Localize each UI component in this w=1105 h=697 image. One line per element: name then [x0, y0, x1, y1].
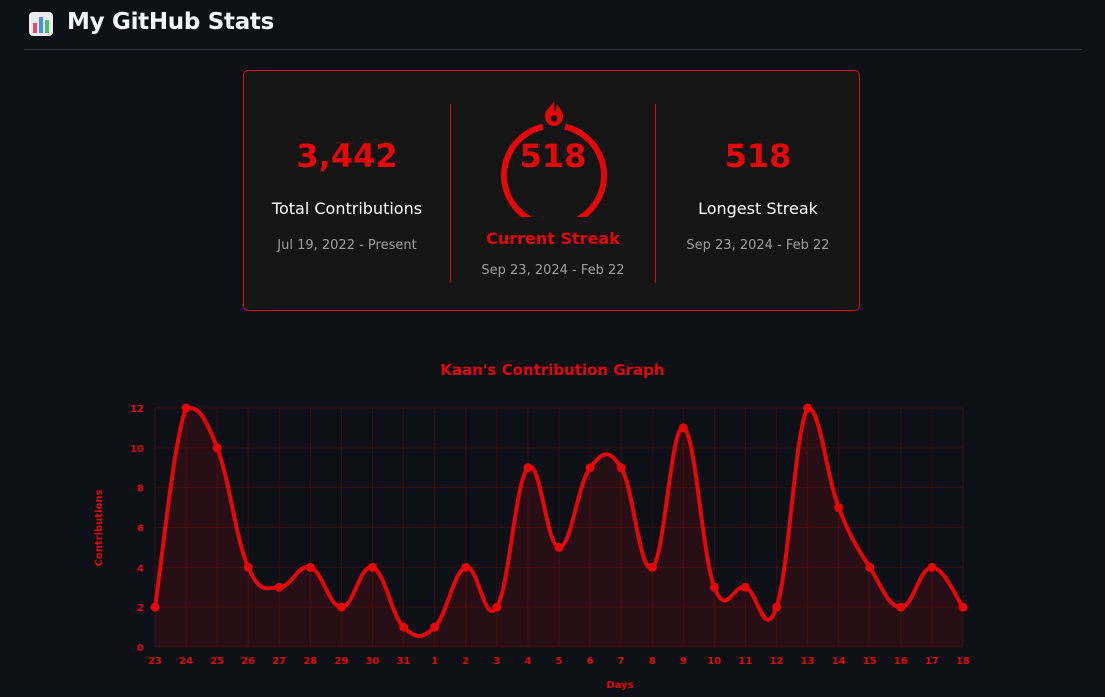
data-point [678, 423, 688, 433]
x-tick-label: 6 [587, 656, 594, 667]
x-axis-label: Days [606, 680, 633, 691]
data-point [181, 403, 191, 413]
data-point [492, 602, 502, 612]
data-point [865, 562, 875, 572]
data-point [927, 562, 937, 572]
y-axis-label: Contributions [94, 490, 105, 567]
y-tick-label: 10 [130, 444, 144, 455]
x-tick-label: 5 [556, 656, 563, 667]
y-tick-label: 2 [137, 603, 144, 614]
data-point [958, 602, 968, 612]
x-tick-label: 2 [462, 656, 469, 667]
x-tick-label: 14 [832, 656, 846, 667]
data-point [896, 602, 906, 612]
y-tick-label: 8 [137, 484, 144, 495]
stats-card: 3,442 Total Contributions Jul 19, 2022 -… [243, 70, 860, 311]
current-streak-range: Sep 23, 2024 - Feb 22 [481, 263, 625, 278]
x-tick-label: 26 [241, 656, 255, 667]
data-point [554, 542, 564, 552]
x-tick-label: 30 [366, 656, 380, 667]
data-point [336, 602, 346, 612]
data-point [243, 562, 253, 572]
longest-streak-value: 518 [724, 137, 792, 175]
x-tick-label: 17 [925, 656, 939, 667]
longest-streak-label: Longest Streak [698, 199, 818, 218]
x-tick-label: 3 [493, 656, 500, 667]
total-contributions-value: 3,442 [296, 137, 398, 175]
x-tick-label: 12 [770, 656, 784, 667]
x-tick-label: 24 [179, 656, 193, 667]
data-point [150, 602, 160, 612]
y-tick-label: 4 [137, 563, 144, 574]
data-point [772, 602, 782, 612]
data-point [461, 562, 471, 572]
chart-title: Kaan's Contribution Graph [440, 361, 665, 379]
y-tick-label: 12 [130, 404, 144, 415]
data-point [430, 622, 440, 632]
x-tick-label: 13 [801, 656, 815, 667]
x-tick-label: 15 [863, 656, 877, 667]
x-tick-label: 11 [739, 656, 753, 667]
data-point [834, 503, 844, 513]
longest-streak-range: Sep 23, 2024 - Feb 22 [686, 238, 830, 253]
fire-icon [545, 101, 563, 126]
x-tick-label: 28 [303, 656, 317, 667]
x-tick-label: 31 [397, 656, 411, 667]
data-point [616, 463, 626, 473]
bar-chart-icon [29, 12, 53, 36]
stats-divider [450, 104, 451, 283]
header: My GitHub Stats [24, 0, 1082, 50]
x-tick-label: 10 [707, 656, 721, 667]
data-point [585, 463, 595, 473]
x-tick-label: 18 [956, 656, 970, 667]
x-tick-label: 27 [272, 656, 286, 667]
data-point [399, 622, 409, 632]
stats-divider [655, 104, 656, 283]
x-tick-label: 1 [431, 656, 438, 667]
x-tick-label: 4 [524, 656, 531, 667]
x-tick-label: 9 [680, 656, 687, 667]
y-tick-label: 6 [137, 524, 144, 535]
y-tick-label: 0 [137, 643, 144, 654]
data-point [709, 582, 719, 592]
data-point [803, 403, 813, 413]
x-tick-label: 25 [210, 656, 224, 667]
data-point [305, 562, 315, 572]
data-point [647, 562, 657, 572]
x-tick-label: 7 [618, 656, 625, 667]
total-contributions-range: Jul 19, 2022 - Present [277, 238, 417, 253]
current-streak-value: 518 [519, 137, 587, 175]
x-tick-label: 16 [894, 656, 908, 667]
total-contributions-label: Total Contributions [271, 199, 423, 218]
data-point [523, 463, 533, 473]
data-point [212, 443, 222, 453]
x-tick-label: 29 [335, 656, 349, 667]
data-point [740, 582, 750, 592]
x-tick-label: 8 [649, 656, 656, 667]
current-streak-label: Current Streak [486, 229, 620, 248]
data-point [368, 562, 378, 572]
x-tick-label: 23 [148, 656, 162, 667]
current-streak-ring [501, 101, 607, 217]
data-point [274, 582, 284, 592]
page-title: My GitHub Stats [67, 9, 275, 35]
